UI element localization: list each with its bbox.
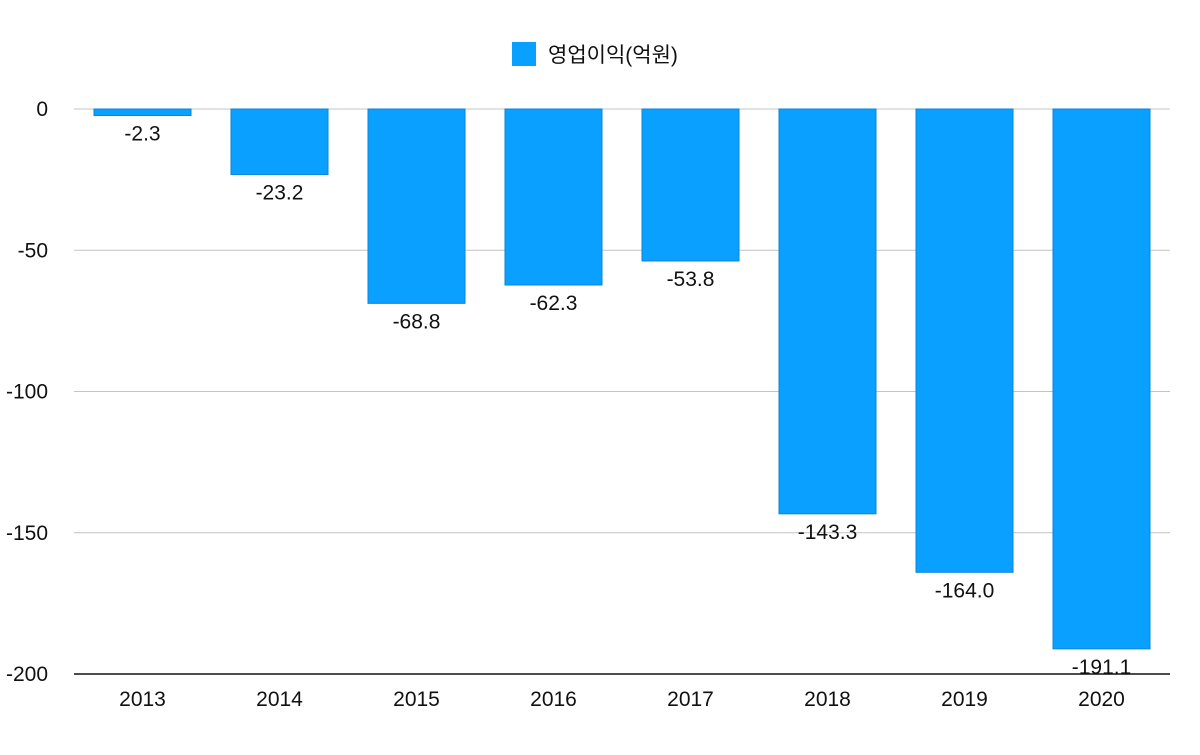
y-tick-label: -200 (6, 663, 48, 686)
x-axis-tick-labels: 2013 2014 2015 2016 2017 2018 2019 2020 (119, 688, 1125, 711)
data-labels: -2.3 -23.2 -68.8 -62.3 -53.8 -143.3 -164.0 -191… (124, 122, 1131, 678)
y-tick-label: 0 (36, 98, 48, 121)
x-tick-label: 2014 (256, 688, 303, 711)
legend-swatch (512, 42, 536, 66)
data-label: -143.3 (798, 521, 858, 544)
bar (778, 108, 877, 515)
y-tick-label: -100 (6, 381, 48, 404)
x-tick-label: 2019 (941, 688, 988, 711)
bar (93, 108, 192, 116)
data-label: -164.0 (935, 579, 995, 602)
x-tick-label: 2020 (1078, 688, 1125, 711)
x-tick-label: 2015 (393, 688, 440, 711)
x-tick-label: 2016 (530, 688, 577, 711)
y-tick-label: -150 (6, 522, 48, 545)
legend-label: 영업이익(억원) (548, 44, 678, 67)
legend: 영업이익(억원) (512, 42, 678, 67)
bar-series (93, 108, 1151, 650)
bar (504, 108, 603, 286)
bar (1052, 108, 1151, 650)
data-label: -23.2 (256, 182, 304, 205)
data-label: -68.8 (393, 310, 441, 333)
x-tick-label: 2013 (119, 688, 166, 711)
data-label: -2.3 (124, 122, 160, 145)
bar (230, 108, 329, 176)
x-tick-label: 2018 (804, 688, 851, 711)
data-label: -62.3 (530, 292, 578, 315)
bar (641, 108, 740, 262)
y-tick-label: -50 (18, 239, 48, 262)
data-label: -191.1 (1072, 656, 1132, 679)
x-tick-label: 2017 (667, 688, 714, 711)
data-label: -53.8 (667, 268, 715, 291)
bar (915, 108, 1014, 573)
y-axis-tick-labels: 0 -50 -100 -150 -200 (6, 98, 48, 686)
bar (367, 108, 466, 304)
